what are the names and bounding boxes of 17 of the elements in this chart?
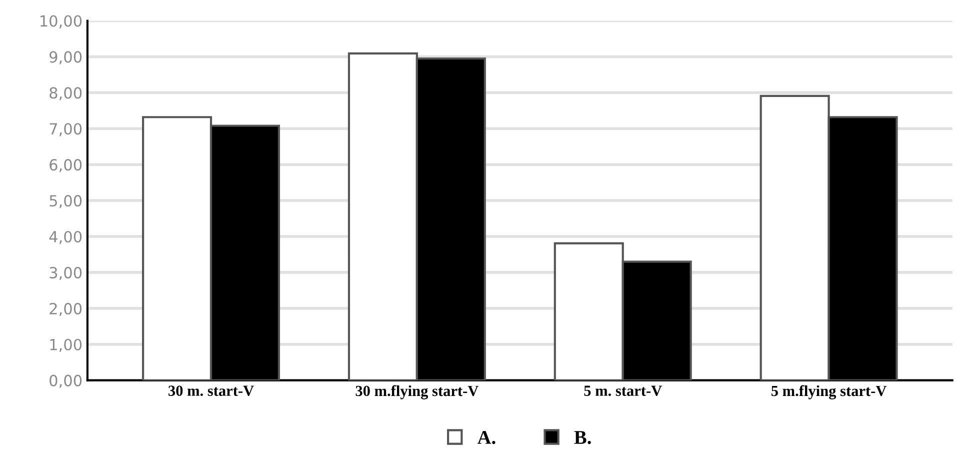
y-tick-label: 4,00 — [49, 230, 82, 244]
x-tick-label: 30 m. start-V — [168, 386, 254, 396]
legend-label: B. — [574, 431, 591, 444]
x-tick-label: 5 m. start-V — [584, 386, 662, 396]
y-tick-label: 5,00 — [50, 195, 82, 208]
legend-label: A. — [477, 430, 496, 444]
y-tick-label: 6,00 — [50, 159, 82, 172]
y-tick-label: 10,00 — [40, 15, 82, 28]
y-tick-label: 9,00 — [50, 51, 82, 64]
x-tick-label: 30 m.flying start-V — [356, 385, 479, 400]
x-tick-label: 5 m.flying start-V — [771, 385, 887, 400]
y-tick-label: 8,00 — [50, 87, 82, 100]
y-tick-label: 3,00 — [50, 266, 82, 280]
y-tick-label: 7,00 — [50, 123, 82, 136]
y-tick-label: 1,00 — [50, 338, 82, 352]
y-tick-label: 0,00 — [50, 374, 82, 388]
y-tick-label: 2,00 — [50, 302, 82, 316]
